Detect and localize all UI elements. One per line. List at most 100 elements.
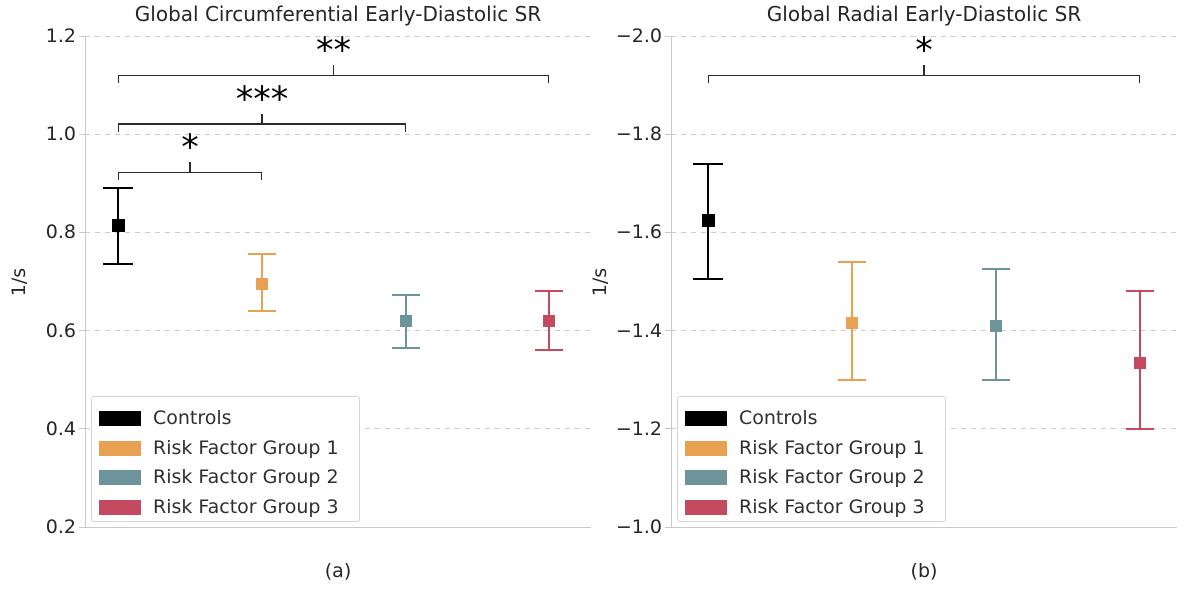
bracket-bar [118,123,406,125]
legend-item: Controls [678,407,945,436]
subplot-letter: (b) [910,560,938,582]
legend-label: Controls [153,407,232,429]
legend-swatch [685,440,727,456]
error-bar-cap-top [1126,290,1154,293]
y-tick [665,133,671,135]
legend-swatch [685,470,727,485]
y-tick [665,526,671,528]
legend-swatch [99,470,141,485]
bracket-center-tick [332,65,335,75]
bottom-spine [85,527,591,529]
legend-label: Risk Factor Group 3 [153,495,339,518]
y-tick-label: 0.4 [45,417,76,440]
error-bar-cap-top [838,260,866,263]
legend-swatch [99,411,141,426]
legend-swatch [99,499,141,515]
significance-stars: *** [235,79,289,120]
y-tick-label: 0.8 [45,221,76,244]
y-tick-label: −1.4 [615,319,662,342]
bracket-center-tick [261,113,263,124]
bracket-end-tick [260,171,262,181]
error-bar-cap-bottom [535,349,563,352]
y-tick-label: 1.0 [45,123,76,146]
data-point-marker [701,213,715,227]
significance-stars: * [181,128,199,169]
gridline [85,133,591,135]
error-bar-cap-top [103,187,133,190]
y-tick [79,428,85,430]
plot-title: Global Radial Early-Diastolic SR [766,2,1082,26]
y-tick [79,231,85,233]
significance-stars: * [915,31,933,72]
error-bar-cap-bottom [1126,427,1154,430]
legend-item: Controls [92,407,359,436]
data-point-marker [1134,356,1146,369]
legend-item: Risk Factor Group 1 [92,437,359,466]
gridline [85,428,591,430]
y-tick-label: −2.0 [615,25,662,47]
legend-label: Risk Factor Group 1 [153,436,339,459]
data-point-marker [400,314,412,327]
y-tick [79,35,85,37]
error-bar-line [405,295,407,348]
gridline [85,330,591,332]
y-axis-label: 1/s [589,267,611,297]
legend-item: Risk Factor Group 2 [678,466,945,495]
legend-label: Controls [739,407,818,429]
bracket-center-tick [189,162,191,172]
bracket-end-tick [118,171,120,181]
y-tick-label: 1.2 [45,25,76,47]
bracket-end-tick [708,74,710,84]
error-bar-line [1139,291,1141,429]
bracket-end-tick [404,123,406,132]
error-bar-line [261,254,263,311]
y-tick [79,330,85,332]
y-tick [79,526,85,528]
y-tick-label: 0.2 [45,516,76,538]
error-bar-line [548,291,550,351]
y-tick [665,330,671,332]
legend-swatch [99,440,141,456]
gridline [85,35,591,37]
gridline [85,231,591,233]
legend-swatch [685,499,727,515]
data-point-marker [111,218,125,232]
left-spine [671,36,673,527]
error-bar-cap-top [693,162,723,165]
legend-item: Risk Factor Group 2 [92,466,359,495]
bracket-bar [708,74,1140,77]
gridline [671,35,1177,37]
error-bar-cap-top [248,253,276,256]
error-bar-cap-top [982,268,1010,271]
y-tick [665,35,671,37]
bracket-bar [118,171,262,173]
gridline [671,133,1177,135]
bracket-bar [118,74,549,77]
legend-label: Risk Factor Group 1 [739,436,925,459]
y-tick [665,428,671,430]
error-bar-cap-top [392,294,420,297]
error-bar-cap-top [535,290,563,293]
error-bar-line [117,188,119,265]
bracket-end-tick [547,74,549,84]
y-tick-label: −1.8 [615,123,662,146]
legend-swatch [685,411,727,426]
left-spine [85,36,87,527]
bottom-spine [671,527,1177,529]
legend-item: Risk Factor Group 3 [678,496,945,525]
gridline [671,330,1177,332]
bracket-center-tick [923,65,925,75]
data-point-marker [846,317,858,330]
legend: Controls Risk Factor Group 1 Risk Factor G… [677,396,946,522]
significance-stars: ** [316,31,351,72]
y-tick [665,231,671,233]
legend-label: Risk Factor Group 2 [739,466,925,488]
y-tick-label: −1.0 [615,516,662,538]
error-bar-line [851,261,853,380]
bracket-end-tick [1138,74,1140,84]
gridline [671,428,1177,430]
error-bar-cap-bottom [103,263,133,266]
error-bar-line [995,269,997,380]
